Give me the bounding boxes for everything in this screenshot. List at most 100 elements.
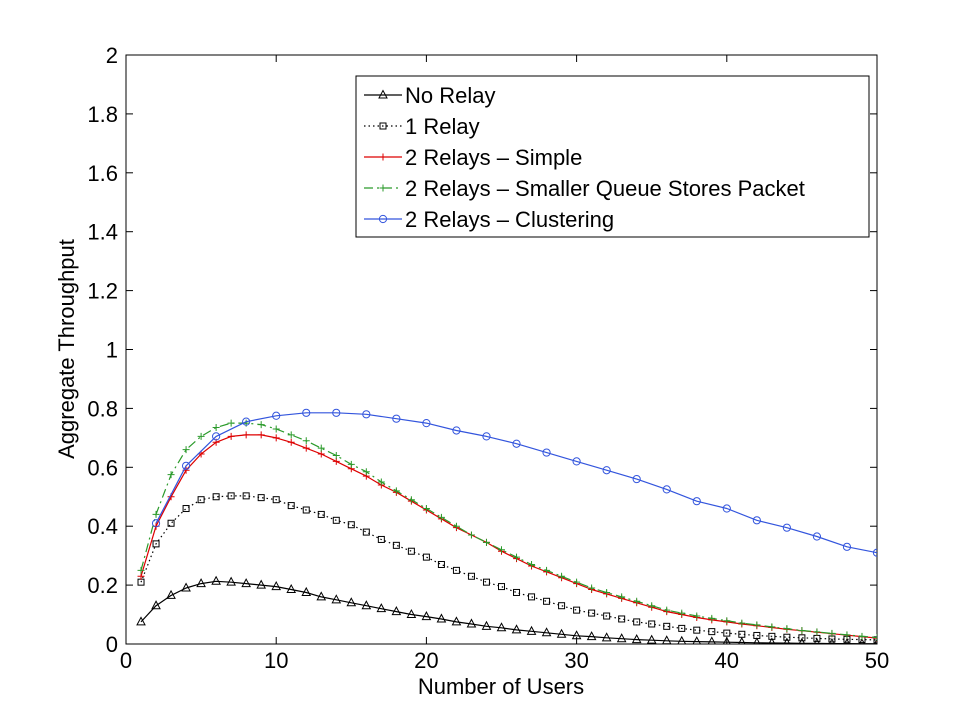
legend-item: 2 Relays – Smaller Queue Stores Packet [364,176,805,201]
data-point [181,582,191,592]
data-point [663,606,671,614]
data-point [332,516,340,524]
data-point [663,622,671,630]
legend-label: 2 Relays – Smaller Queue Stores Packet [405,176,805,201]
data-point [437,560,445,568]
data-point [662,635,672,644]
data-point [662,485,671,494]
data-point [511,624,522,634]
data-point [648,620,656,628]
data-point [407,547,415,555]
data-point [873,636,877,644]
data-point [422,553,430,561]
data-point [136,616,146,626]
data-point [227,432,235,440]
data-point [858,632,866,640]
data-point [467,531,475,539]
data-point [407,496,415,504]
data-point [571,630,582,640]
y-tick-label: 1 [106,338,118,363]
data-point [257,421,265,429]
data-point [212,493,220,501]
data-point [212,424,220,432]
data-point [768,632,776,640]
data-point [287,502,295,510]
data-point [573,606,581,614]
data-point [723,629,731,637]
data-point [332,452,340,460]
series-line [155,412,877,554]
data-point [182,505,190,513]
data-point [332,457,340,465]
data-point [692,636,701,644]
legend-label: 2 Relays – Simple [405,145,582,170]
data-point [498,583,505,591]
y-axis-label: Aggregate Throughput [54,239,79,459]
data-point [512,439,521,448]
data-point [362,528,370,536]
data-point [616,633,627,643]
data-point [167,471,175,479]
data-point [467,572,475,580]
data-point [437,513,445,521]
data-point [211,575,221,585]
data-point [272,434,280,442]
data-point [528,593,536,601]
data-point [287,438,295,446]
data-point [317,510,325,518]
data-point [436,613,447,623]
data-point [391,606,402,616]
data-point [602,466,611,475]
data-point [347,460,355,468]
data-point [558,572,566,580]
data-point [346,597,357,607]
data-point [212,432,221,441]
data-point [783,633,791,641]
data-point [707,636,716,644]
data-point [272,496,280,504]
legend-label: 2 Relays – Clustering [405,207,614,232]
data-point [151,600,161,610]
data-point [513,553,521,561]
data-point [481,620,492,630]
data-point [723,617,731,625]
data-point [843,638,851,644]
data-point [137,572,145,580]
data-point [828,637,836,644]
data-point [783,637,791,644]
data-point [603,612,611,620]
data-point [738,636,746,644]
data-point [573,578,581,586]
legend-marker [378,89,388,99]
data-point [392,541,400,549]
data-point [152,540,160,548]
data-point [558,602,566,610]
data-point [317,450,325,458]
legend-label: 1 Relay [405,114,480,139]
data-point [181,461,191,470]
data-point [722,504,731,513]
data-point [421,611,432,621]
data-point [693,612,701,620]
data-point [708,614,716,622]
data-point [753,621,761,629]
data-point [768,623,776,631]
data-point [166,589,176,599]
data-point [272,411,281,420]
data-point [137,566,145,574]
y-tick-label: 0.2 [87,573,118,598]
data-point [406,608,417,619]
data-point [256,579,267,589]
data-point [302,437,310,445]
data-point [242,492,250,500]
data-point [632,474,641,484]
data-point [513,588,521,596]
data-point [543,566,551,574]
x-tick-label: 0 [120,648,132,673]
y-tick-label: 1.4 [87,220,118,245]
y-tick-label: 2 [106,43,118,68]
data-point [782,523,791,532]
y-tick-label: 1.8 [87,102,118,127]
data-point [631,634,642,644]
legend-item: 2 Relays – Simple [364,145,582,170]
